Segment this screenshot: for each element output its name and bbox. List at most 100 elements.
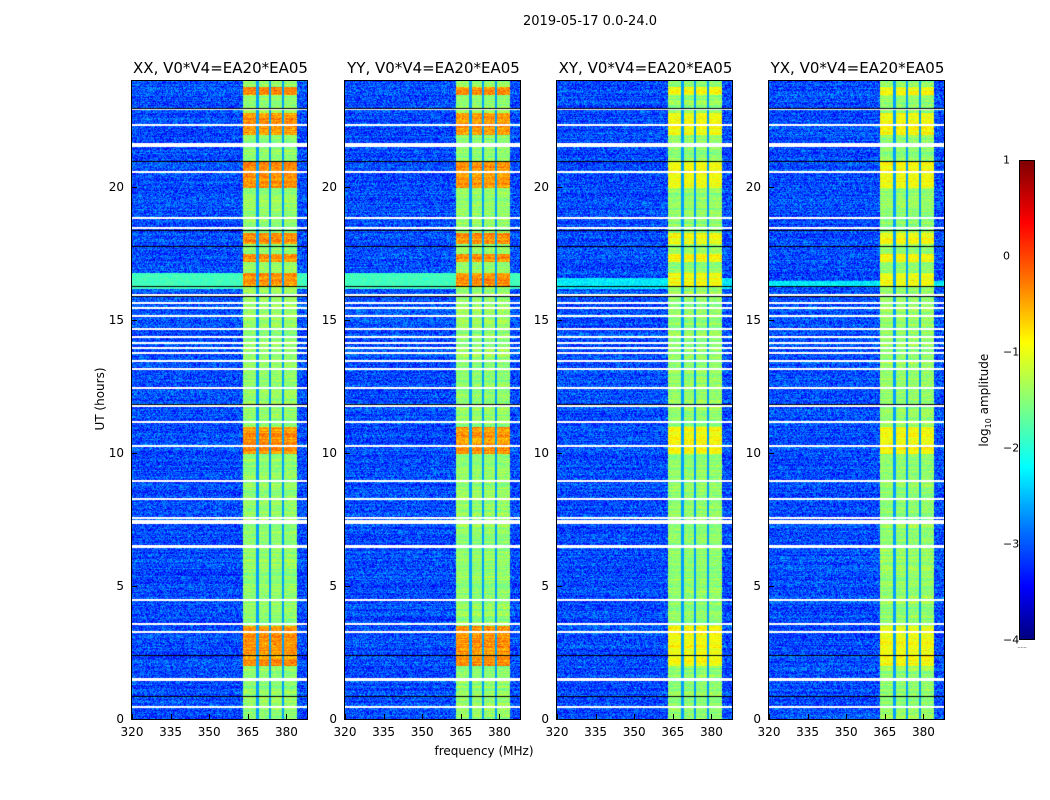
colorbar-tick-label: 0 [1003, 249, 1010, 263]
y-tick-mark [557, 453, 562, 455]
x-tick-label: 380 [274, 725, 298, 739]
x-tick-label: 380 [911, 725, 935, 739]
x-tick-label: 365 [236, 725, 260, 739]
x-tick-mark [807, 714, 809, 719]
x-tick-mark [846, 714, 848, 719]
heatmap-yx [769, 81, 944, 719]
x-tick-mark [595, 714, 597, 719]
y-tick-mark [557, 187, 562, 189]
y-tick-mark [769, 187, 774, 189]
y-tick-mark [769, 320, 774, 322]
panel-title: XX, V0*V4=EA20*EA05 [133, 59, 308, 77]
x-tick-mark [460, 714, 462, 719]
x-tick-label: 335 [584, 725, 608, 739]
colorbar [1019, 160, 1035, 640]
y-tick-mark [769, 586, 774, 588]
panel-yy: YY, V0*V4=EA20*EA05 320 335 350 365 380 0 5 10 15… [322, 59, 521, 739]
y-tick-label: 15 [321, 313, 337, 328]
x-tick-label: 380 [699, 725, 723, 739]
y-tick-label: 10 [108, 446, 124, 461]
y-tick-label: 20 [533, 180, 549, 195]
y-tick-mark [132, 453, 137, 455]
x-tick-mark [170, 714, 172, 719]
y-tick-label: 15 [108, 313, 124, 328]
heatmap-xx [132, 81, 307, 719]
y-tick-label: 20 [745, 180, 761, 195]
x-tick-label: 365 [873, 725, 897, 739]
panel-yx: YX, V0*V4=EA20*EA05 320 335 350 365 380 0 5 10 15… [746, 59, 945, 739]
panel-xy: XY, V0*V4=EA20*EA05 320 335 350 365 380 0 5 10 15… [534, 59, 733, 739]
y-tick-label: 10 [533, 446, 549, 461]
colorbar-tick-label: −2 [1003, 441, 1020, 455]
x-tick-mark [422, 714, 424, 719]
y-tick-label: 0 [541, 712, 549, 726]
x-tick-mark [557, 714, 558, 719]
x-tick-mark [711, 714, 713, 719]
heatmap-yy [345, 81, 520, 719]
y-tick-label: 10 [321, 446, 337, 461]
y-tick-mark [345, 586, 350, 588]
colorbar-tick-label: −4 [1003, 633, 1020, 647]
x-axis-label: frequency (MHz) [434, 744, 534, 758]
y-tick-label: 5 [116, 579, 124, 594]
x-tick-label: 320 [120, 725, 144, 739]
x-tick-mark [672, 714, 674, 719]
x-tick-label: 320 [757, 725, 781, 739]
panel-title: XY, V0*V4=EA20*EA05 [558, 59, 733, 77]
x-tick-mark [247, 714, 249, 719]
y-tick-mark [769, 453, 774, 455]
y-tick-mark [132, 320, 137, 322]
x-tick-mark [345, 714, 346, 719]
y-tick-mark [345, 719, 350, 720]
colorbar-tick-label: −3 [1003, 537, 1020, 551]
panel-title: YY, V0*V4=EA20*EA05 [347, 59, 520, 77]
y-tick-label: 5 [541, 579, 549, 594]
panel-xx: XX, V0*V4=EA20*EA05 320 335 350 365 380 0 5 10 15… [109, 59, 308, 739]
colorbar-tick-label: 1 [1003, 153, 1010, 167]
y-tick-label: 15 [533, 313, 549, 328]
panel-title: YX, V0*V4=EA20*EA05 [770, 59, 945, 77]
x-tick-label: 320 [545, 725, 569, 739]
y-tick-label: 0 [116, 712, 124, 726]
colorbar-tick-label: −1 [1003, 345, 1020, 359]
y-tick-label: 15 [745, 313, 761, 328]
x-tick-mark [923, 714, 925, 719]
y-tick-label: 0 [329, 712, 337, 726]
y-tick-mark [557, 586, 562, 588]
y-tick-mark [557, 719, 562, 720]
x-tick-label: 380 [487, 725, 511, 739]
x-tick-label: 335 [372, 725, 396, 739]
x-tick-mark [634, 714, 636, 719]
y-axis-label: UT (hours) [93, 367, 107, 431]
x-tick-label: 320 [333, 725, 357, 739]
colorbar-label: log10 amplitude [976, 353, 994, 447]
y-tick-label: 5 [329, 579, 337, 594]
y-tick-mark [132, 586, 137, 588]
y-tick-label: 20 [108, 180, 124, 195]
y-tick-label: 0 [753, 712, 761, 726]
x-tick-mark [383, 714, 385, 719]
x-tick-mark [884, 714, 886, 719]
x-tick-label: 335 [159, 725, 183, 739]
y-tick-label: 20 [321, 180, 337, 195]
x-tick-label: 350 [410, 725, 434, 739]
y-tick-mark [345, 187, 350, 189]
colorbar-extend-marker: ...... [1017, 641, 1027, 650]
y-tick-mark [557, 320, 562, 322]
x-tick-mark [499, 714, 501, 719]
y-tick-mark [132, 187, 137, 189]
x-tick-label: 350 [834, 725, 858, 739]
x-tick-label: 365 [661, 725, 685, 739]
x-tick-label: 350 [197, 725, 221, 739]
x-tick-mark [132, 714, 133, 719]
y-tick-mark [769, 719, 774, 720]
x-tick-mark [209, 714, 211, 719]
x-tick-label: 350 [622, 725, 646, 739]
x-tick-mark [286, 714, 288, 719]
y-tick-label: 5 [753, 579, 761, 594]
figure-title: 2019-05-17 0.0-24.0 [523, 14, 657, 29]
y-tick-mark [345, 320, 350, 322]
y-tick-mark [132, 719, 137, 720]
y-tick-label: 10 [745, 446, 761, 461]
